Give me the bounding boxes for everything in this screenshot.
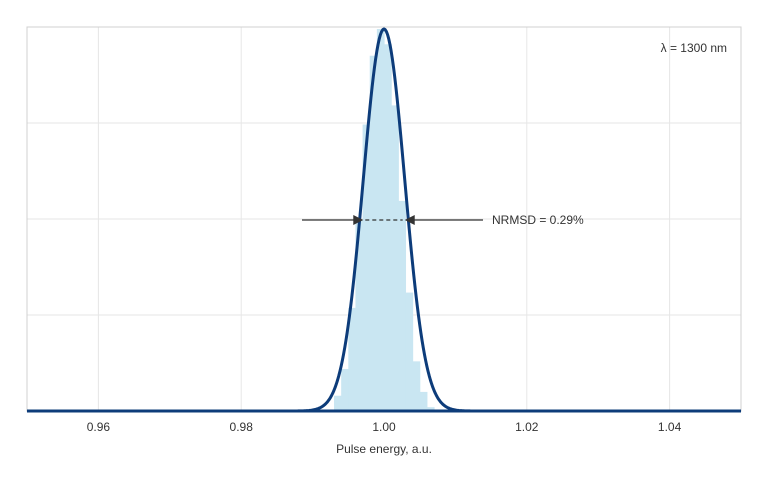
- histogram-bar: [334, 395, 342, 411]
- wavelength-annotation: λ = 1300 nm: [661, 41, 727, 55]
- left-arrow-head: [353, 215, 364, 225]
- histogram-bar: [391, 105, 399, 412]
- x-tick-labels: 0.96 0.98 1.00 1.02 1.04: [87, 420, 682, 434]
- histogram-bar: [384, 44, 392, 411]
- x-tick-label: 0.98: [230, 420, 254, 434]
- histogram-bar: [348, 307, 357, 411]
- x-tick-label: 1.00: [372, 420, 396, 434]
- x-axis-title: Pulse energy, a.u.: [336, 442, 432, 456]
- nrmsd-annotation: NRMSD = 0.29%: [302, 213, 584, 227]
- histogram-bar: [341, 368, 349, 411]
- nrmsd-label: NRMSD = 0.29%: [492, 213, 584, 227]
- histogram-bar: [398, 200, 407, 411]
- x-tick-label: 1.02: [515, 420, 539, 434]
- histogram-bar: [426, 407, 435, 411]
- histogram-bar: [362, 124, 371, 411]
- histogram-bar: [405, 292, 414, 411]
- right-arrow-head: [404, 215, 415, 225]
- x-tick-label: 1.04: [658, 420, 682, 434]
- histogram-bar: [412, 361, 421, 411]
- histogram-bar: [355, 220, 364, 411]
- x-tick-label: 0.96: [87, 420, 111, 434]
- histogram-bar: [419, 391, 428, 411]
- histogram-bar: [369, 55, 378, 412]
